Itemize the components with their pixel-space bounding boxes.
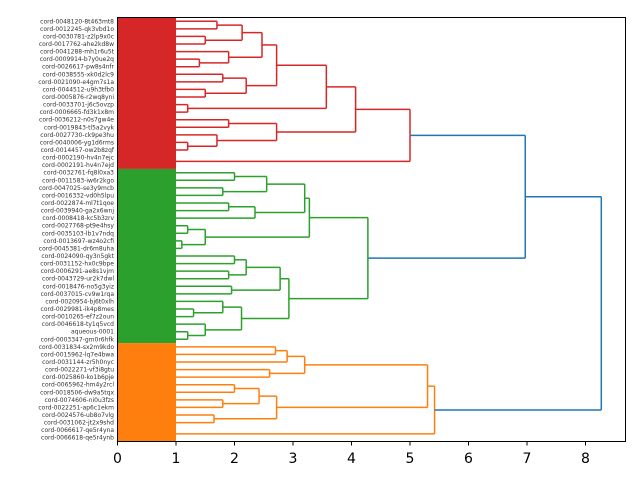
leaf-label: cord-0010265-ef7z2oun bbox=[42, 314, 114, 321]
dendrogram-links bbox=[117, 20, 603, 439]
leaf-label: cord-0005876-r2wq8yni bbox=[42, 94, 114, 101]
leaf-label: cord-0038555-xk0d2lc9 bbox=[43, 71, 115, 78]
leaf-label: aqueous-0001 bbox=[71, 329, 114, 336]
leaf-label: cord-0031152-hx0c9bpe bbox=[40, 261, 114, 268]
leaf-labels: cord-0048120-8t463mt8cord-0012245-qk3vbd… bbox=[38, 18, 115, 441]
leaf-label: cord-0026617-pw8s4nfr bbox=[42, 64, 115, 71]
leaf-label: cord-0019843-tl5a2vyk bbox=[44, 124, 115, 131]
leaf-label: cord-0025860-ko1b6pje bbox=[42, 374, 114, 381]
leaf-label: cord-0024576-ub8o7vlg bbox=[42, 412, 114, 419]
leaf-label: cord-0022251-ap6c1ekm bbox=[38, 404, 114, 411]
leaf-label: cord-0003347-gm0r6hfk bbox=[41, 336, 115, 343]
leaf-label: cord-0048120-8t463mt8 bbox=[40, 18, 114, 25]
x-tick-label: 6 bbox=[464, 451, 473, 467]
leaf-label: cord-0014457-ow2b8zqf bbox=[41, 147, 115, 154]
x-tick-label: 5 bbox=[406, 451, 415, 467]
leaf-label: cord-0024090-qy3n5gkt bbox=[41, 253, 114, 260]
leaf-label: cord-0022271-vf3i8gtu bbox=[45, 367, 114, 374]
leaf-label: cord-0031144-zr5h0nyc bbox=[42, 359, 114, 366]
cluster-dense-bands bbox=[117, 17, 176, 442]
leaf-label: cord-0013697-wz4o2cfi bbox=[43, 238, 114, 245]
leaf-label: cord-0018476-no5g3yiz bbox=[43, 283, 114, 290]
leaf-label: cord-0039940-ga2x6wnj bbox=[41, 208, 115, 215]
leaf-label: cord-0047025-se3y9mcb bbox=[39, 185, 114, 192]
leaf-label: cord-0066618-qe5r4ynb bbox=[41, 435, 114, 442]
leaf-label: cord-0044512-u9h3tfb0 bbox=[42, 86, 114, 93]
leaf-label: cord-0037015-cv9w1rqa bbox=[41, 291, 115, 298]
leaf-label: cord-0022874-ml7t1qoe bbox=[41, 200, 114, 207]
leaf-label: cord-0027768-pt9e4hsy bbox=[42, 223, 115, 230]
leaf-label: cord-0012245-qk3vbd1o bbox=[40, 26, 114, 33]
leaf-label: cord-0021090-e4gm7s1a bbox=[38, 79, 114, 86]
leaf-label: cord-0020954-bj6t0xlh bbox=[45, 298, 114, 305]
leaf-label: cord-0002191-hv4n7ejd bbox=[42, 162, 114, 169]
leaf-label: cord-0009914-b7y0ue2q bbox=[40, 56, 114, 63]
x-tick-label: 2 bbox=[230, 451, 239, 467]
x-tick-label: 3 bbox=[289, 451, 298, 467]
x-axis: 0 1 2 3 4 5 6 7 8 bbox=[113, 441, 590, 467]
leaf-label: cord-0046618-ty1q5vcd bbox=[42, 321, 114, 328]
x-tick-label: 4 bbox=[347, 451, 356, 467]
leaf-label: cord-0040006-yg1d6rms bbox=[40, 139, 114, 146]
x-tick-label: 7 bbox=[523, 451, 532, 467]
leaf-label: cord-0029981-ik4p8mes bbox=[41, 306, 114, 313]
leaf-label: cord-0074606-ni0u3fzs bbox=[45, 397, 115, 404]
leaf-label: cord-0018506-dw9a5tqx bbox=[40, 389, 114, 396]
leaf-label: cord-0030781-z2lp9x0c bbox=[43, 33, 114, 40]
leaf-label: cord-0006665-fd3k1x8m bbox=[40, 109, 115, 116]
plot-frame bbox=[117, 17, 626, 442]
leaf-label: cord-0032761-fq8l0xa3 bbox=[44, 170, 115, 177]
x-tick-label: 1 bbox=[172, 451, 181, 467]
leaf-label: cord-0017762-ahe2kd8w bbox=[39, 41, 114, 48]
leaf-label: cord-0027730-ck9pe3hu bbox=[40, 132, 114, 139]
leaf-label: cord-0041288-mh1r6u5t bbox=[40, 49, 115, 56]
leaf-label: cord-0011583-iw6r2kgo bbox=[42, 177, 114, 184]
cluster-dense-band bbox=[117, 17, 176, 169]
x-tick-label: 8 bbox=[581, 451, 590, 467]
leaf-label: cord-0031834-sx2m9kdo bbox=[39, 344, 115, 351]
leaf-label: cord-0045381-dr6m8uha bbox=[39, 245, 115, 252]
x-tick-label: 0 bbox=[113, 451, 122, 467]
leaf-label: cord-0066617-qe5r4yna bbox=[41, 427, 114, 434]
leaf-label: cord-0035103-lb1v7ndq bbox=[42, 230, 114, 237]
leaf-label: cord-0043729-ur2k7dwl bbox=[42, 276, 114, 283]
leaf-label: cord-0036212-n0s7gw4e bbox=[39, 117, 114, 124]
leaf-label: cord-0033701-j6c5ovzp bbox=[43, 102, 114, 109]
leaf-label: cord-0031062-jt2x9shd bbox=[44, 420, 114, 427]
leaf-label: cord-0002190-hv4n7ejc bbox=[42, 155, 114, 162]
leaf-label: cord-0006291-ae8s1vjm bbox=[41, 268, 115, 275]
leaf-label: cord-0065962-hm4y2rcl bbox=[42, 382, 115, 389]
leaf-label: cord-0016332-vd0h5lpu bbox=[42, 192, 114, 199]
leaf-label: cord-0008418-kc5b3zrv bbox=[42, 215, 114, 222]
leaf-label: cord-0015962-lq7e4bwa bbox=[41, 351, 115, 358]
